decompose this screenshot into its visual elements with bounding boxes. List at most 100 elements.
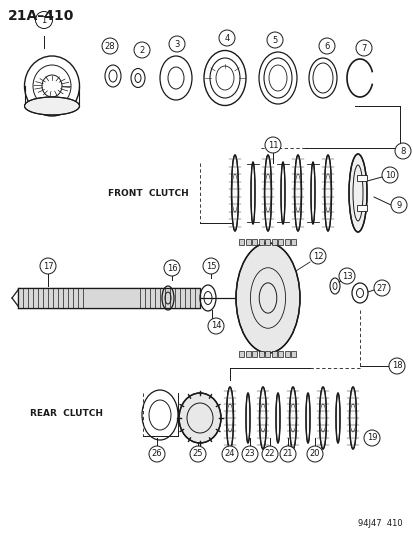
Text: 8: 8: [399, 147, 405, 156]
Ellipse shape: [294, 155, 301, 231]
Text: 20: 20: [309, 449, 320, 458]
Bar: [245, 239, 250, 245]
Bar: [239, 239, 244, 245]
Ellipse shape: [348, 154, 366, 232]
Ellipse shape: [324, 155, 331, 231]
Circle shape: [134, 42, 150, 58]
Text: 18: 18: [391, 361, 401, 370]
Circle shape: [36, 12, 52, 28]
Ellipse shape: [264, 155, 271, 231]
Text: REAR  CLUTCH: REAR CLUTCH: [30, 408, 103, 417]
Text: 28: 28: [104, 42, 115, 51]
Circle shape: [388, 358, 404, 374]
Circle shape: [207, 318, 223, 334]
Circle shape: [242, 446, 257, 462]
Text: 15: 15: [205, 262, 216, 271]
Circle shape: [164, 260, 180, 276]
Circle shape: [202, 258, 218, 274]
Bar: [271, 351, 276, 357]
Text: 10: 10: [384, 171, 394, 180]
Bar: [284, 351, 289, 357]
Ellipse shape: [289, 387, 296, 449]
Bar: [252, 239, 257, 245]
Circle shape: [190, 446, 206, 462]
Ellipse shape: [259, 387, 266, 449]
Text: 9: 9: [395, 200, 401, 209]
Circle shape: [149, 446, 165, 462]
Ellipse shape: [349, 387, 356, 449]
Text: 25: 25: [192, 449, 203, 458]
Bar: [278, 239, 283, 245]
Text: 21A–410: 21A–410: [8, 9, 74, 23]
Text: 7: 7: [361, 44, 366, 52]
Circle shape: [306, 446, 322, 462]
Bar: [252, 351, 257, 357]
Ellipse shape: [280, 162, 284, 224]
Bar: [265, 351, 270, 357]
Bar: [356, 205, 366, 211]
Circle shape: [355, 40, 371, 56]
Ellipse shape: [226, 387, 233, 449]
Bar: [356, 175, 366, 181]
Text: 11: 11: [267, 141, 278, 149]
Ellipse shape: [305, 393, 309, 443]
Bar: [259, 351, 263, 357]
Bar: [265, 239, 270, 245]
Text: 16: 16: [166, 263, 177, 272]
Bar: [245, 351, 250, 357]
Bar: [271, 239, 276, 245]
Circle shape: [218, 30, 235, 46]
Circle shape: [390, 197, 406, 213]
Circle shape: [309, 248, 325, 264]
Text: 1: 1: [41, 15, 47, 25]
Ellipse shape: [24, 97, 79, 115]
Bar: [18, 288, 199, 308]
Text: 13: 13: [341, 271, 351, 280]
Circle shape: [40, 258, 56, 274]
Text: 17: 17: [43, 262, 53, 271]
Circle shape: [169, 36, 185, 52]
Circle shape: [338, 268, 354, 284]
Ellipse shape: [235, 243, 299, 353]
Circle shape: [221, 446, 237, 462]
Text: 27: 27: [376, 284, 387, 293]
Text: 5: 5: [272, 36, 277, 44]
Ellipse shape: [250, 162, 254, 224]
Text: 26: 26: [151, 449, 162, 458]
Bar: [291, 239, 296, 245]
Text: 21: 21: [282, 449, 292, 458]
Text: 12: 12: [312, 252, 323, 261]
Ellipse shape: [178, 393, 221, 443]
Text: 4: 4: [224, 34, 229, 43]
Ellipse shape: [245, 393, 249, 443]
Ellipse shape: [319, 387, 326, 449]
Circle shape: [394, 143, 410, 159]
Circle shape: [266, 32, 282, 48]
Ellipse shape: [335, 393, 339, 443]
Text: 22: 22: [264, 449, 275, 458]
Text: 19: 19: [366, 433, 376, 442]
Circle shape: [363, 430, 379, 446]
Text: 2: 2: [139, 45, 144, 54]
Circle shape: [261, 446, 277, 462]
Ellipse shape: [231, 155, 238, 231]
Circle shape: [373, 280, 389, 296]
Text: 94J47  410: 94J47 410: [358, 519, 402, 528]
Ellipse shape: [275, 393, 279, 443]
Bar: [284, 239, 289, 245]
Text: FRONT  CLUTCH: FRONT CLUTCH: [108, 189, 188, 198]
Bar: [278, 351, 283, 357]
Ellipse shape: [310, 162, 314, 224]
Text: 23: 23: [244, 449, 255, 458]
Bar: [291, 351, 296, 357]
Text: 6: 6: [323, 42, 329, 51]
Bar: [239, 351, 244, 357]
Text: 14: 14: [210, 321, 221, 330]
Circle shape: [279, 446, 295, 462]
Circle shape: [318, 38, 334, 54]
Bar: [259, 239, 263, 245]
Circle shape: [102, 38, 118, 54]
Text: 3: 3: [174, 39, 179, 49]
Text: 24: 24: [224, 449, 235, 458]
Circle shape: [264, 137, 280, 153]
